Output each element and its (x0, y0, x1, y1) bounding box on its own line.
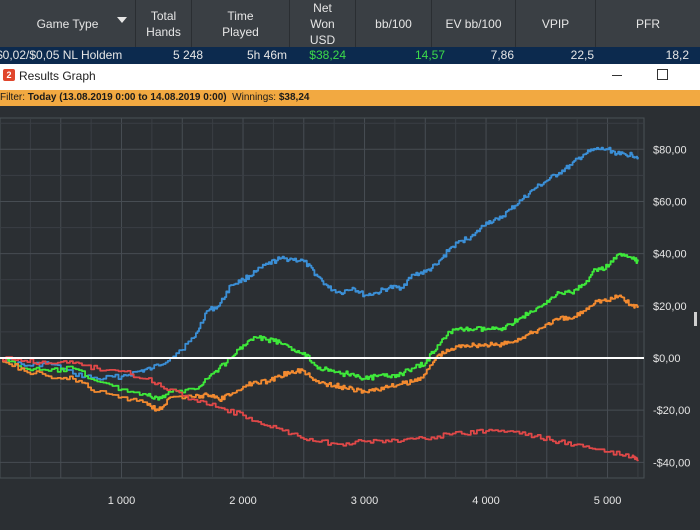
x-tick-label: 1 000 (108, 495, 136, 507)
column-label: bb/100 (375, 16, 412, 31)
column-header-total-hands[interactable]: Total Hands (136, 0, 192, 47)
y-tick-label: $0,00 (653, 353, 681, 365)
y-tick-label: $20,00 (653, 301, 687, 313)
column-header-time-played[interactable]: Time Played (192, 0, 290, 47)
winnings-value: $38,24 (278, 92, 310, 103)
column-label: Time Played (222, 8, 259, 39)
series-line (0, 146, 639, 381)
app-logo-icon: 2 (3, 69, 15, 81)
column-header-ev-bb100[interactable]: EV bb/100 (432, 0, 516, 47)
y-tick-label: $80,00 (653, 144, 687, 156)
cell-total-hands: 5 248 (172, 48, 203, 62)
window-title: Results Graph (19, 69, 96, 83)
column-header-vpip[interactable]: VPIP (516, 0, 596, 47)
y-tick-label: $60,00 (653, 196, 687, 208)
cell-ev-bb100: 7,86 (490, 48, 514, 62)
plot-area (0, 117, 645, 479)
column-label: Net Won USD (309, 0, 336, 47)
winnings-label: Winnings: (232, 92, 279, 103)
column-label: Game Type (36, 16, 99, 31)
x-tick-label: 5 000 (594, 495, 622, 507)
stats-row[interactable]: $0,02/$0,05 NL Holdem 5 248 5h 46m $38,2… (0, 47, 700, 64)
cell-pfr: 18,2 (665, 48, 689, 62)
cell-net-won: $38,24 (309, 48, 346, 62)
column-label: EV bb/100 (445, 16, 502, 31)
cell-bb100: 14,57 (414, 48, 445, 62)
filter-prefix: Filter: (0, 92, 28, 103)
column-label: PFR (636, 16, 660, 31)
cell-game-type: $0,02/$0,05 NL Holdem (0, 48, 123, 62)
filter-bar: Filter: Today (13.08.2019 0:00 to 14.08.… (0, 90, 700, 106)
column-header-pfr[interactable]: PFR (596, 0, 700, 47)
column-label: VPIP (541, 16, 570, 31)
minimize-icon[interactable] (612, 75, 622, 76)
x-tick-label: 2 000 (229, 495, 257, 507)
y-tick-label: -$40,00 (653, 457, 690, 469)
column-header-game-type[interactable]: Game Type (0, 0, 136, 47)
maximize-icon[interactable] (657, 69, 668, 80)
series-line (0, 356, 639, 462)
y-tick-label: -$20,00 (653, 405, 690, 417)
cell-time-played: 5h 46m (246, 48, 287, 62)
stats-table-header: Game Type Total Hands Time Played Net Wo… (0, 0, 700, 48)
cell-vpip: 22,5 (570, 48, 594, 62)
results-graph-titlebar: 2 Results Graph (0, 64, 700, 91)
x-tick-label: 4 000 (472, 495, 500, 507)
sort-dropdown-icon[interactable] (117, 17, 127, 23)
y-tick-label: $40,00 (653, 249, 687, 261)
column-header-net-won[interactable]: Net Won USD (290, 0, 356, 47)
column-label: Total Hands (146, 8, 181, 39)
scroll-edge-icon (694, 312, 697, 326)
results-graph: $80,00 $60,00 $40,00 $20,00 $0,00 -$20,00 -$40… (0, 106, 700, 525)
series-line (0, 252, 639, 401)
column-header-bb100[interactable]: bb/100 (356, 0, 432, 47)
x-tick-label: 3 000 (351, 495, 379, 507)
series-line (0, 294, 639, 412)
results-chart: $80,00 $60,00 $40,00 $20,00 $0,00 -$20,00 -$40… (0, 117, 697, 507)
filter-value: Today (13.08.2019 0:00 to 14.08.2019 0:0… (27, 92, 227, 103)
